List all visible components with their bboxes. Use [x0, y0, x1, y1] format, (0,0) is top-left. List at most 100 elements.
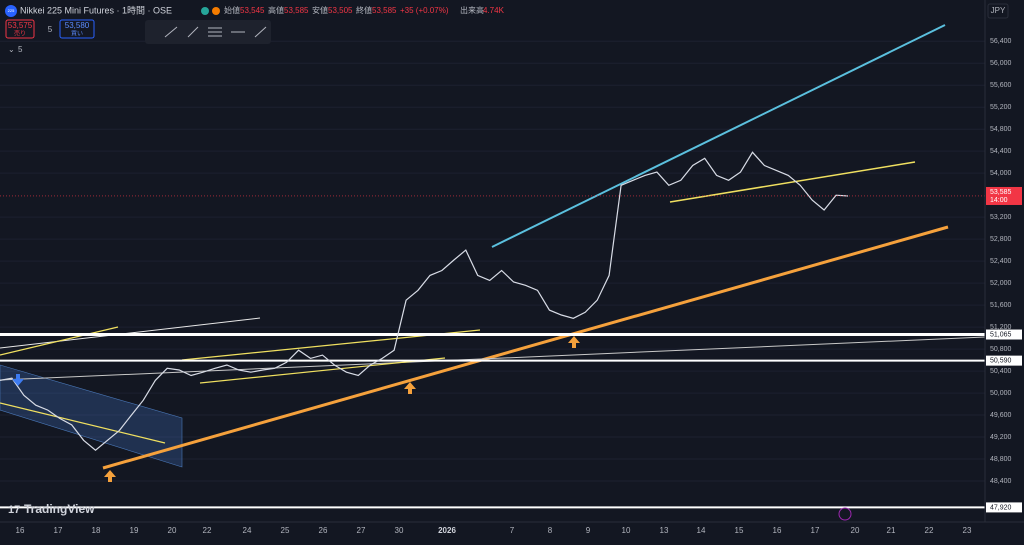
- indicator-count: 5: [18, 45, 23, 54]
- sell-price: 53,575: [8, 21, 33, 30]
- levels: [0, 333, 985, 509]
- x-tick-label: 2026: [438, 526, 456, 535]
- sell-label: 売り: [14, 30, 26, 38]
- trend-line: [669, 161, 916, 203]
- x-tick-label: 13: [660, 526, 669, 535]
- price-axis: [985, 0, 1024, 540]
- level-tag: [986, 329, 1022, 340]
- x-tick-label: 15: [735, 526, 744, 535]
- indicator-toggle[interactable]: ⌄: [8, 45, 15, 54]
- price-series: [0, 151, 985, 451]
- currency: JPY: [991, 6, 1006, 15]
- x-tick-label: 20: [851, 526, 860, 535]
- y-tick-label: 50,800: [990, 346, 1012, 353]
- symbol-badge: [5, 5, 17, 17]
- arrow-up: [404, 382, 416, 394]
- currency-box[interactable]: [987, 3, 1009, 19]
- y-tick-label: 51,600: [990, 302, 1012, 309]
- x-tick-label: 24: [243, 526, 252, 535]
- x-tick-label: 22: [925, 526, 934, 535]
- level-label: 47,920: [990, 504, 1012, 511]
- buy-price: 53,580: [65, 21, 90, 30]
- level-label: 50,590: [990, 357, 1012, 364]
- x-tick-label: 17: [54, 526, 63, 535]
- trend-line: [0, 336, 986, 381]
- y-tick-label: 48,800: [990, 456, 1012, 463]
- y-tick-label: 48,400: [990, 478, 1012, 485]
- ohlc-value: 53,545: [240, 6, 265, 15]
- x-tick-label: 19: [130, 526, 139, 535]
- ohlc-label: 安値: [312, 5, 328, 15]
- x-tick-label: 21: [887, 526, 896, 535]
- buy-button[interactable]: [59, 19, 95, 39]
- x-tick-label: 30: [395, 526, 404, 535]
- ohlc-value: 53,585: [284, 6, 309, 15]
- countdown: 14:00: [990, 197, 1008, 204]
- y-tick-label: 52,000: [990, 280, 1012, 287]
- y-tick-label: 49,200: [990, 434, 1012, 441]
- price-line: [0, 151, 849, 451]
- badge-text: 225: [8, 8, 15, 13]
- x-tick-label: 20: [168, 526, 177, 535]
- volume-label: 出来高: [460, 5, 484, 15]
- logo-icon: 17: [8, 504, 20, 516]
- x-tick-label: 22: [203, 526, 212, 535]
- status-dot: [201, 7, 209, 15]
- y-tick-label: 55,600: [990, 82, 1012, 89]
- x-tick-label: 16: [773, 526, 782, 535]
- trend-line: [0, 402, 166, 444]
- ohlc-value: 53,585: [372, 6, 397, 15]
- y-tick-label: 51,200: [990, 324, 1012, 331]
- toolbar-icons: [164, 26, 267, 38]
- ohlc-label: 高値: [268, 5, 284, 15]
- trend-line: [102, 225, 949, 470]
- x-tick-label: 27: [357, 526, 366, 535]
- logo: TradingView: [24, 502, 95, 516]
- y-tick-label: 54,000: [990, 170, 1012, 177]
- y-tick-label: 56,000: [990, 60, 1012, 67]
- symbol: Nikkei 225 Mini Futures · 1時間 · OSE: [20, 5, 172, 15]
- y-tick-label: 55,200: [990, 104, 1012, 111]
- x-tick-label: 9: [586, 526, 591, 535]
- ohlc-label: 始値: [224, 5, 240, 15]
- level-tag: [986, 502, 1022, 513]
- buy-label: 買い: [71, 31, 83, 38]
- x-tick-label: 16: [16, 526, 25, 535]
- spread: 5: [48, 25, 53, 34]
- x-tick-label: 25: [281, 526, 290, 535]
- x-tick-label: 17: [811, 526, 820, 535]
- event-marker[interactable]: [838, 507, 852, 521]
- sell-button[interactable]: [5, 19, 35, 39]
- arrow-down: [12, 374, 24, 386]
- trend-line: [199, 357, 446, 384]
- y-tick-label: 54,800: [990, 126, 1012, 133]
- x-tick-label: 7: [510, 526, 515, 535]
- y-tick-label: 56,400: [990, 38, 1012, 45]
- last-price-tag: [986, 186, 1022, 205]
- status-dot: [212, 7, 220, 15]
- last-price-label: 53,585: [990, 189, 1012, 196]
- level-label: 51,065: [990, 331, 1012, 338]
- y-tick-label: 49,600: [990, 412, 1012, 419]
- y-tick-label: 52,800: [990, 236, 1012, 243]
- change: +35 (+0.07%): [400, 6, 449, 15]
- volume: 4.74K: [483, 6, 505, 15]
- arrow-up: [568, 336, 580, 348]
- trend-line: [0, 326, 119, 356]
- trend-line: [0, 317, 261, 349]
- ohlc: 始値 53,545 高値 53,585 安値 53,505 終値 53,585 +35 (+0.…: [224, 5, 505, 15]
- channel: [0, 364, 183, 468]
- y-tick-label: 52,400: [990, 258, 1012, 265]
- y-tick-label: 50,000: [990, 390, 1012, 397]
- x-tick-label: 10: [622, 526, 631, 535]
- x-tick-label: 18: [92, 526, 101, 535]
- y-tick-label: 54,400: [990, 148, 1012, 155]
- axis-labels: 56,400 56,000 55,600 55,200 54,800 54,400 54,0…: [986, 38, 1022, 513]
- x-tick-label: 8: [548, 526, 553, 535]
- y-tick-label: 53,200: [990, 214, 1012, 221]
- x-axis: 16 17 18 19 20 22 24 25 26 27 30 2026 7 8 9 10 13 14 15 16 1…: [16, 526, 972, 535]
- trend-line: [491, 24, 946, 248]
- arrow-up: [104, 470, 116, 482]
- ohlc-value: 53,505: [328, 6, 353, 15]
